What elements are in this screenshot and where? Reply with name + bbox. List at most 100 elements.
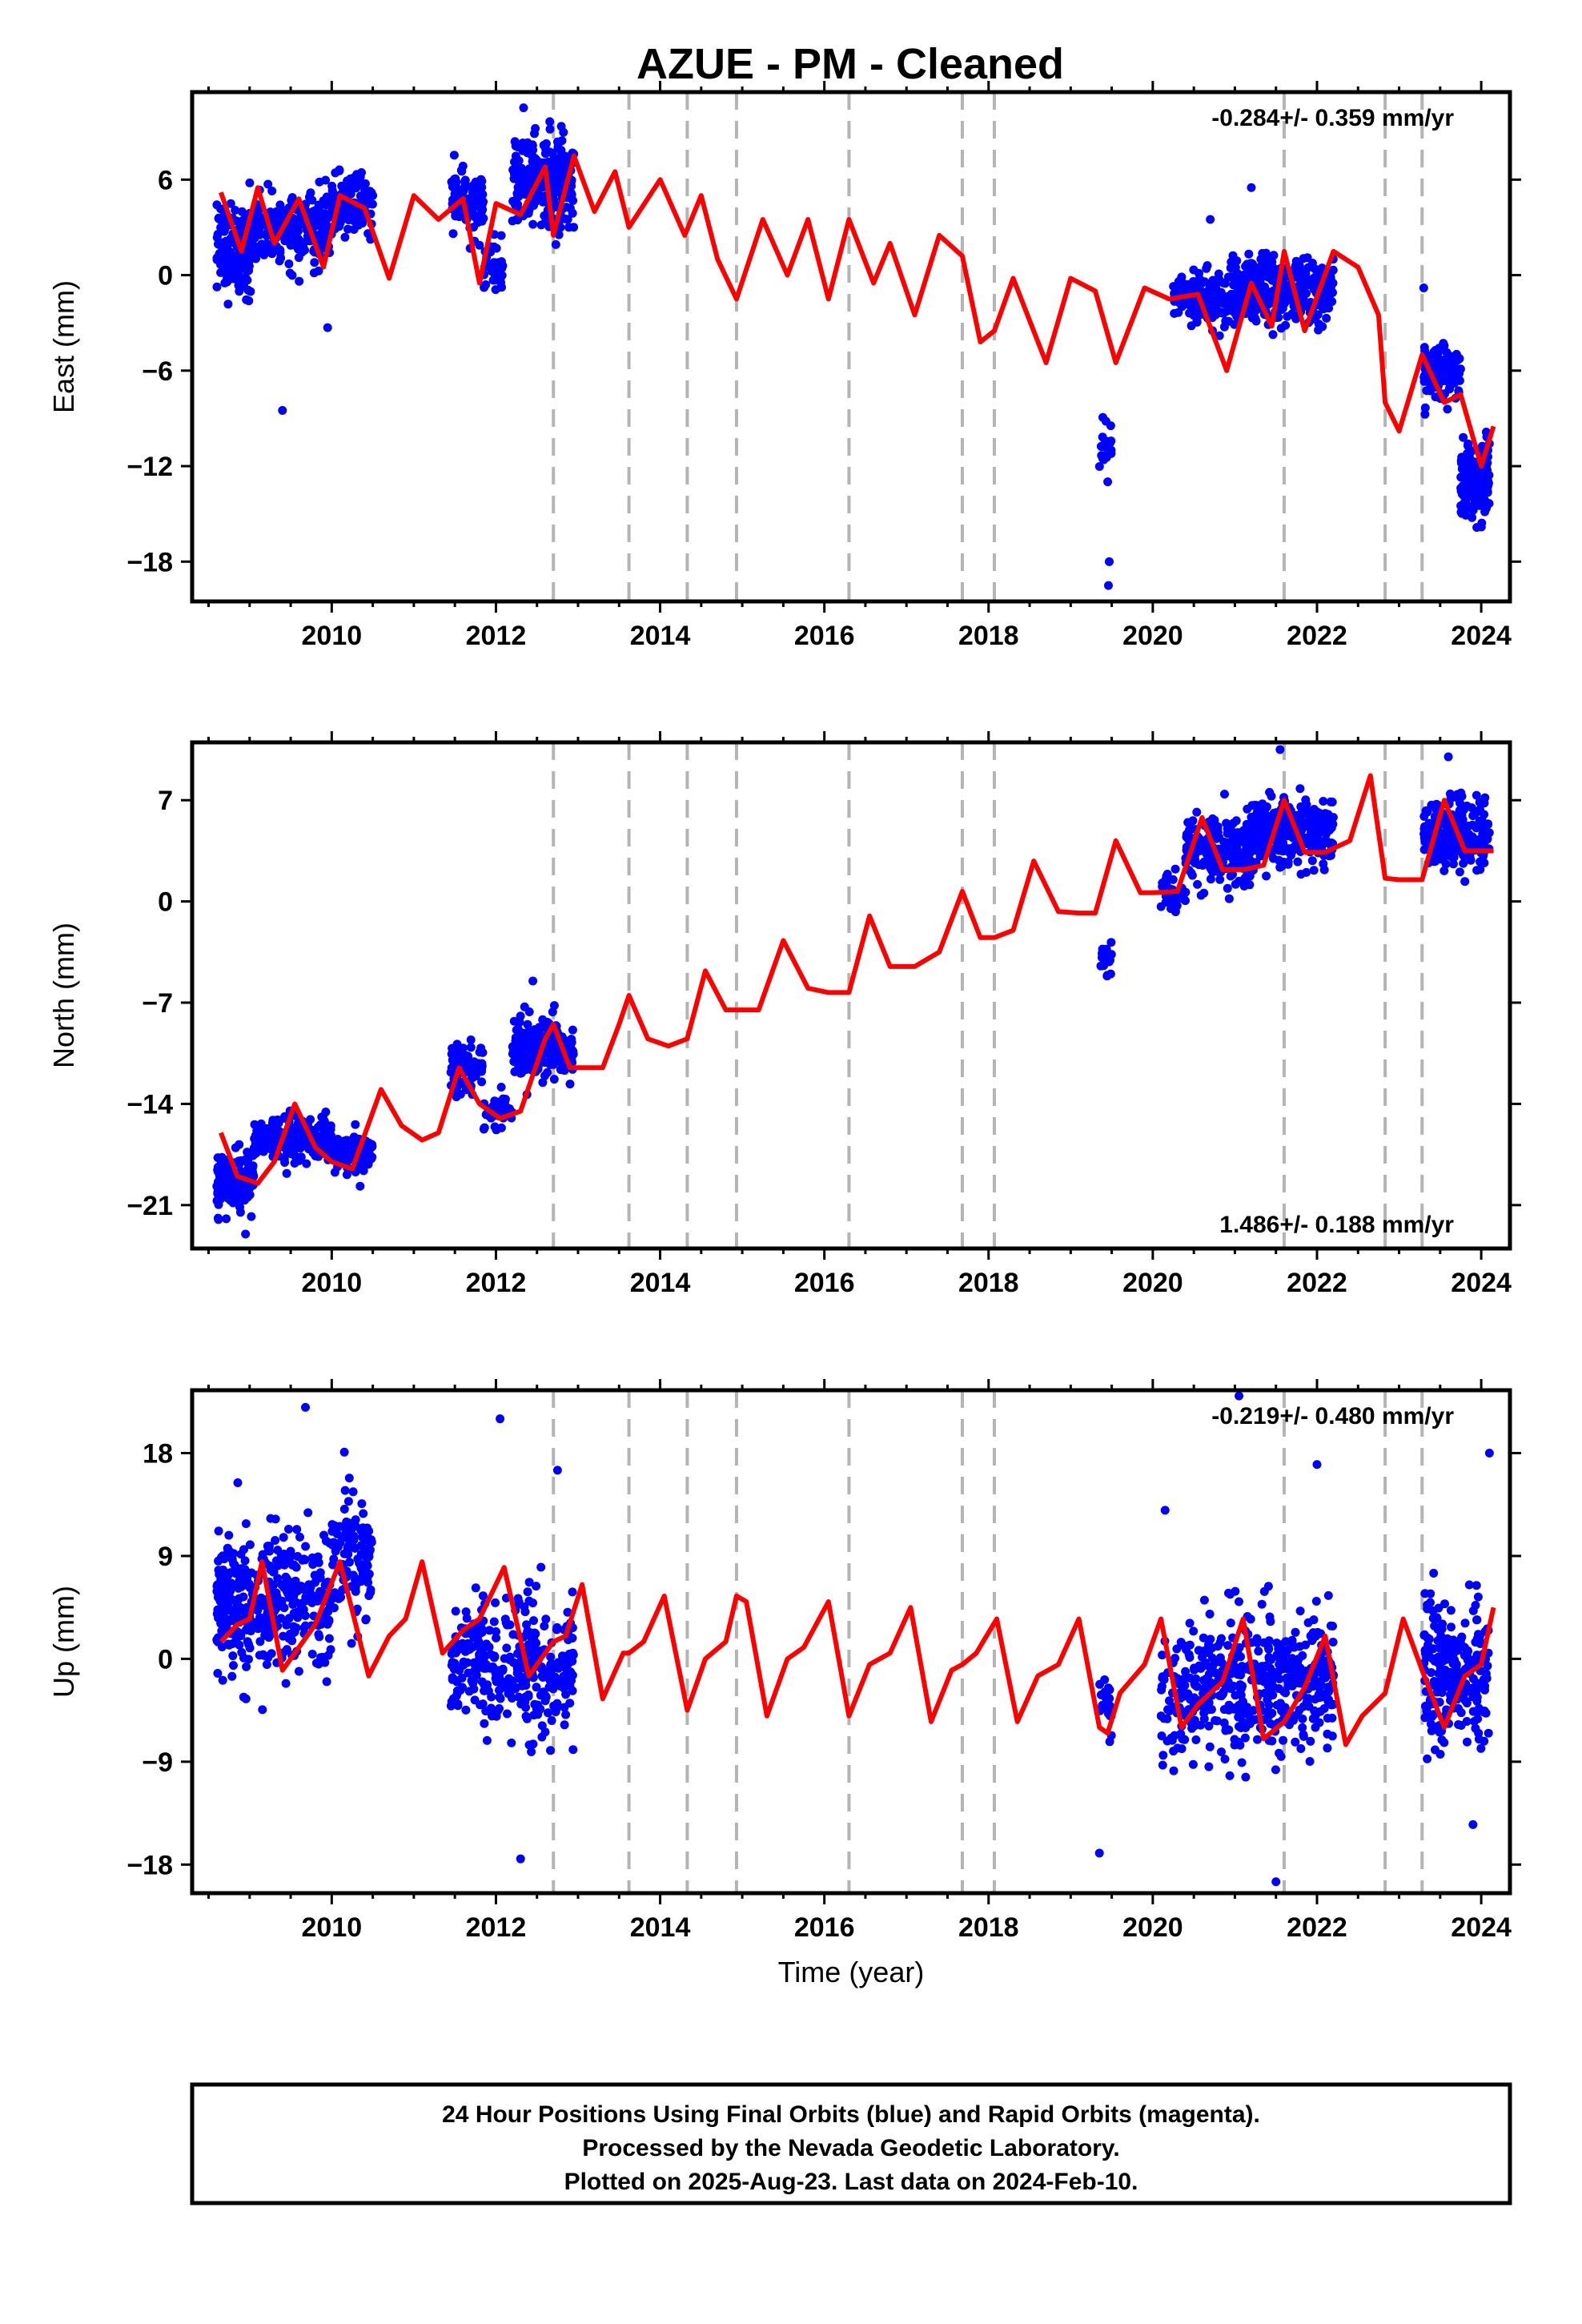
data-point (1420, 409, 1430, 419)
data-point (1302, 800, 1311, 810)
data-point (1202, 263, 1211, 273)
data-point (491, 1598, 500, 1607)
x-tick-label: 2016 (794, 1268, 855, 1298)
data-point (1189, 1626, 1199, 1636)
data-point (561, 1690, 571, 1699)
data-point (1459, 805, 1468, 814)
data-point (1260, 271, 1270, 280)
data-point (1296, 1744, 1306, 1753)
data-point (1472, 523, 1482, 533)
data-point (299, 1554, 309, 1564)
data-point (267, 187, 277, 195)
data-point (560, 214, 570, 223)
data-point (1291, 263, 1300, 271)
data-point (1322, 313, 1331, 323)
data-point (295, 1532, 304, 1542)
data-point (1258, 1672, 1267, 1682)
data-point (280, 1158, 290, 1167)
data-point (256, 1593, 266, 1602)
data-point (1468, 513, 1477, 522)
data-point (1323, 1743, 1332, 1753)
data-point (541, 1058, 550, 1068)
data-point (1101, 416, 1110, 426)
data-point (530, 154, 540, 163)
data-point (301, 1621, 311, 1630)
data-point (1226, 845, 1235, 854)
data-point (1181, 896, 1190, 906)
data-point (251, 1131, 260, 1140)
data-point (540, 1696, 550, 1706)
data-point (271, 1536, 280, 1545)
data-point (1439, 341, 1449, 351)
data-point (1199, 1714, 1209, 1723)
data-point (351, 1515, 360, 1525)
data-point (269, 215, 279, 225)
data-point (1208, 1661, 1218, 1671)
data-point (1095, 1679, 1105, 1689)
data-point (1206, 1634, 1215, 1644)
data-point (1183, 1689, 1193, 1699)
data-point (1205, 1742, 1215, 1751)
data-point (231, 1196, 241, 1206)
data-point (349, 1132, 359, 1142)
data-point (1328, 265, 1338, 275)
data-point (1419, 824, 1429, 834)
data-point (1310, 264, 1319, 274)
model-line (219, 153, 1496, 469)
data-point (235, 1576, 244, 1586)
data-point (469, 1633, 479, 1642)
data-point (1264, 1700, 1274, 1710)
data-point (551, 239, 560, 249)
data-point (529, 201, 539, 210)
data-point (481, 1707, 491, 1716)
data-point (1177, 272, 1186, 282)
data-point (481, 280, 491, 289)
data-point (1239, 854, 1248, 863)
data-point (1223, 1641, 1233, 1651)
data-point (263, 244, 273, 254)
data-point (1267, 275, 1277, 285)
data-point (1235, 287, 1244, 296)
data-point (1307, 856, 1317, 866)
data-point (519, 103, 528, 113)
data-point (361, 1615, 371, 1625)
data-point (212, 282, 222, 292)
data-point (275, 247, 285, 257)
data-point (496, 231, 506, 240)
outlier-point (1275, 745, 1285, 754)
data-point (1464, 439, 1473, 448)
data-point (339, 1505, 349, 1514)
data-point (1236, 1671, 1246, 1680)
data-point (263, 179, 273, 189)
data-point (303, 1582, 312, 1592)
data-point (1297, 288, 1307, 298)
data-point (1301, 1667, 1311, 1676)
data-point (489, 1617, 499, 1626)
data-point (1106, 448, 1116, 458)
data-point (233, 1595, 243, 1605)
data-point (343, 1550, 353, 1559)
data-point (338, 215, 347, 224)
data-point (469, 1057, 479, 1067)
data-point (540, 1071, 549, 1080)
data-point (328, 1590, 338, 1599)
data-point (1438, 376, 1447, 386)
data-point (451, 1606, 460, 1616)
data-point (1212, 1716, 1222, 1726)
data-point (224, 1592, 234, 1602)
data-point (221, 236, 231, 246)
data-point (1098, 432, 1107, 442)
data-point (1094, 462, 1104, 471)
data-point (461, 1051, 471, 1060)
data-point (495, 259, 504, 267)
data-point (548, 1043, 558, 1053)
plot-frame (190, 90, 1512, 604)
data-point (1480, 486, 1489, 496)
outlier-point (323, 323, 332, 332)
data-point (1170, 907, 1180, 917)
data-point (565, 1080, 575, 1089)
data-point (532, 1683, 541, 1692)
data-point (1476, 474, 1486, 484)
data-point (560, 1672, 569, 1682)
